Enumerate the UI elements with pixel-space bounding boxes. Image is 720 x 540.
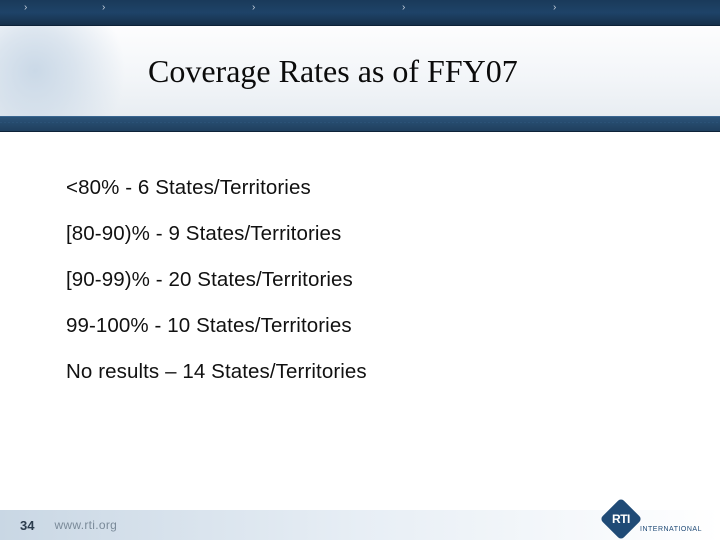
header-tick-icon: › — [402, 2, 405, 13]
slide-title: Coverage Rates as of FFY07 — [148, 53, 518, 90]
header-accent-bar — [0, 116, 720, 132]
title-band: Coverage Rates as of FFY07 — [0, 26, 720, 116]
logo-subtext: International — [640, 526, 702, 534]
page-number: 34 — [20, 518, 34, 533]
content-line: [80-90)% - 9 States/Territories — [66, 222, 720, 246]
content-line: No results – 14 States/Territories — [66, 360, 720, 384]
content-line: <80% - 6 States/Territories — [66, 176, 720, 200]
header-top-bar: › › › › › — [0, 0, 720, 26]
content-line: 99-100% - 10 States/Territories — [66, 314, 720, 338]
header-tick-icon: › — [24, 2, 27, 13]
footer: 34 www.rti.org RTI International — [0, 510, 720, 540]
content-area: <80% - 6 States/Territories [80-90)% - 9 … — [0, 132, 720, 384]
header-tick-icon: › — [252, 2, 255, 13]
content-line: [90-99)% - 20 States/Territories — [66, 268, 720, 292]
rti-logo: RTI International — [606, 504, 702, 534]
logo-diamond-icon: RTI — [600, 498, 642, 540]
header-tick-icon: › — [553, 2, 556, 13]
header-tick-icon: › — [102, 2, 105, 13]
logo-initials: RTI — [612, 512, 630, 526]
footer-url: www.rti.org — [54, 518, 117, 532]
